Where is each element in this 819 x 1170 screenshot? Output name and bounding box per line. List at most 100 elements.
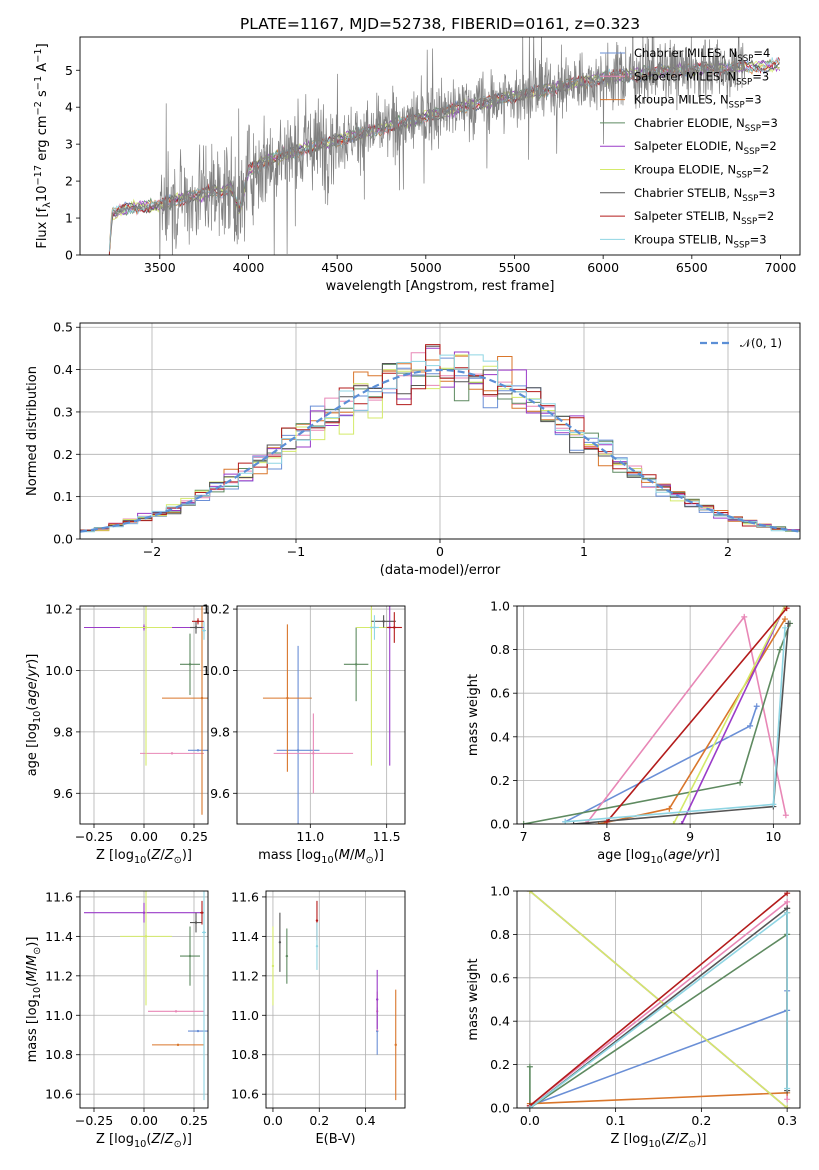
legend-label: Chabrier STELIB, NSSP=3: [634, 186, 775, 204]
data-point: [312, 752, 315, 755]
weight-line: [529, 892, 788, 1107]
weight-marker: [666, 805, 673, 812]
y-tick-label: 1: [65, 211, 73, 226]
legend-label: Salpeter ELODIE, NSSP=2: [634, 139, 777, 157]
age_vs_Z-panel: −0.25 0.00 0.25 9.6 9.8 10.0 10.2 Z [log10(Z/Z⊙…: [25, 602, 209, 866]
y-tick-label: 4: [65, 100, 73, 115]
data-point: [286, 696, 289, 700]
x-tick-label: 2: [724, 544, 732, 559]
weight-marker: [782, 624, 789, 631]
data-point: [174, 1010, 178, 1013]
y-tick-label: 10.6: [231, 1087, 259, 1102]
plot-area: [80, 344, 800, 533]
x-tick-label: 0.2: [309, 1113, 329, 1128]
y-tick-label: 0.2: [490, 1057, 510, 1072]
residuals-panel: −2 −1 0 1 2 0.0 0.1 0.2 0.3 0.4 0.5 (data-model)/er…: [25, 320, 801, 578]
data-point: [315, 945, 319, 948]
data-point: [200, 696, 204, 700]
y-tick-label: 11.6: [231, 889, 259, 904]
data-point: [394, 1043, 397, 1047]
data-point: [376, 998, 379, 1001]
x-tick-label: 9: [686, 829, 694, 844]
x-tick-label: −1: [287, 544, 305, 559]
y-tick-label: 0.4: [490, 1014, 510, 1029]
y-tick-label: 10.8: [45, 1047, 73, 1062]
y-tick-label: 11.6: [45, 889, 73, 904]
x-axis-label: mass [log10(M/M⊙)]: [258, 848, 384, 866]
x-axis-label: Z [log10(Z/Z⊙)]: [96, 1132, 192, 1150]
model-spectrum-line: [108, 59, 780, 255]
x-tick-label: 0.1: [606, 1113, 626, 1128]
legend-label: Kroupa ELODIE, NSSP=2: [634, 163, 769, 181]
legend-label: Kroupa MILES, NSSP=3: [634, 93, 762, 111]
y-tick-label: 0.2: [53, 447, 73, 462]
x-tick-label: 0.2: [691, 1113, 711, 1128]
x-tick-label: 6000: [587, 260, 619, 275]
model-spectrum-line: [108, 57, 780, 255]
y-tick-label: 0.4: [490, 729, 510, 744]
x-axis-label: E(B-V): [315, 1132, 355, 1147]
data-point: [278, 941, 282, 944]
y-tick-label: 0.6: [490, 970, 510, 985]
data-point: [285, 954, 289, 958]
y-tick-label: 10.6: [45, 1087, 73, 1102]
y-tick-label: 11.0: [231, 1008, 259, 1023]
y-axis-label: mass weight: [466, 958, 481, 1040]
x-tick-label: 11.5: [373, 829, 401, 844]
model-spectrum-line: [108, 59, 780, 255]
axes-frame: [79, 36, 801, 256]
legend-label: 𝒩(0, 1): [740, 336, 782, 350]
weight-marker: [583, 821, 590, 824]
weight-marker: [784, 909, 791, 916]
weight-line: [564, 706, 758, 823]
y-tick-label: 0.4: [53, 362, 73, 377]
x-tick-label: 4000: [233, 260, 265, 275]
plot-area: [271, 900, 397, 1101]
mass_vs_ebv-panel: 0.0 0.2 0.4 10.6 10.8 11.0 11.2 11.4 11.6 E(B-V): [231, 889, 406, 1147]
plot-area: [84, 606, 208, 815]
y-tick-label: 0.0: [53, 532, 73, 547]
y-tick-label: 11.2: [231, 968, 259, 983]
weight-line: [606, 607, 788, 823]
y-tick-label: 3: [65, 137, 73, 152]
x-tick-label: 10: [765, 829, 781, 844]
y-axis-label: mass weight: [466, 674, 481, 756]
model-spectrum-line: [108, 58, 780, 254]
weight-marker: [770, 801, 777, 808]
weight-marker: [785, 620, 792, 627]
model-spectrum-line: [108, 60, 780, 255]
data-point: [194, 626, 198, 629]
x-tick-label: 0.00: [130, 1113, 158, 1128]
y-tick-label: 9.8: [210, 724, 230, 739]
weight-marker: [526, 891, 533, 894]
y-tick-label: 10.2: [45, 602, 73, 617]
model-spectrum-line: [108, 56, 780, 255]
y-tick-label: 9.6: [53, 786, 73, 801]
figure-title: PLATE=1167, MJD=52738, FIBERID=0161, z=0…: [240, 15, 640, 33]
y-tick-label: 0.0: [490, 817, 510, 832]
data-point: [144, 935, 148, 938]
data-point: [382, 620, 385, 623]
plot-area: [84, 891, 208, 1101]
x-tick-label: 0.00: [130, 829, 158, 844]
x-tick-label: 1: [580, 544, 588, 559]
x-tick-label: 0: [436, 544, 444, 559]
plot-area: [526, 891, 791, 1108]
data-point: [376, 1029, 379, 1033]
grid: [517, 605, 800, 825]
grid: [80, 606, 208, 824]
x-tick-label: 8: [603, 829, 611, 844]
y-axis-label: age [log10(age/yr)]: [25, 654, 43, 777]
axes-frame: [79, 890, 209, 1109]
legend-label: Chabrier ELODIE, NSSP=3: [634, 116, 778, 134]
grid: [80, 891, 208, 1108]
data-point: [196, 749, 200, 752]
y-tick-label: 10.0: [45, 663, 73, 678]
weight-marker: [784, 1085, 791, 1092]
observed-spectrum-line: [111, 37, 746, 255]
y-tick-label: 5: [65, 63, 73, 78]
y-tick-label: 0.5: [53, 320, 73, 335]
x-tick-label: 7: [520, 829, 528, 844]
legend-label: Salpeter MILES, NSSP=3: [634, 69, 769, 87]
x-axis-label: wavelength [Angstrom, rest frame]: [326, 279, 555, 294]
